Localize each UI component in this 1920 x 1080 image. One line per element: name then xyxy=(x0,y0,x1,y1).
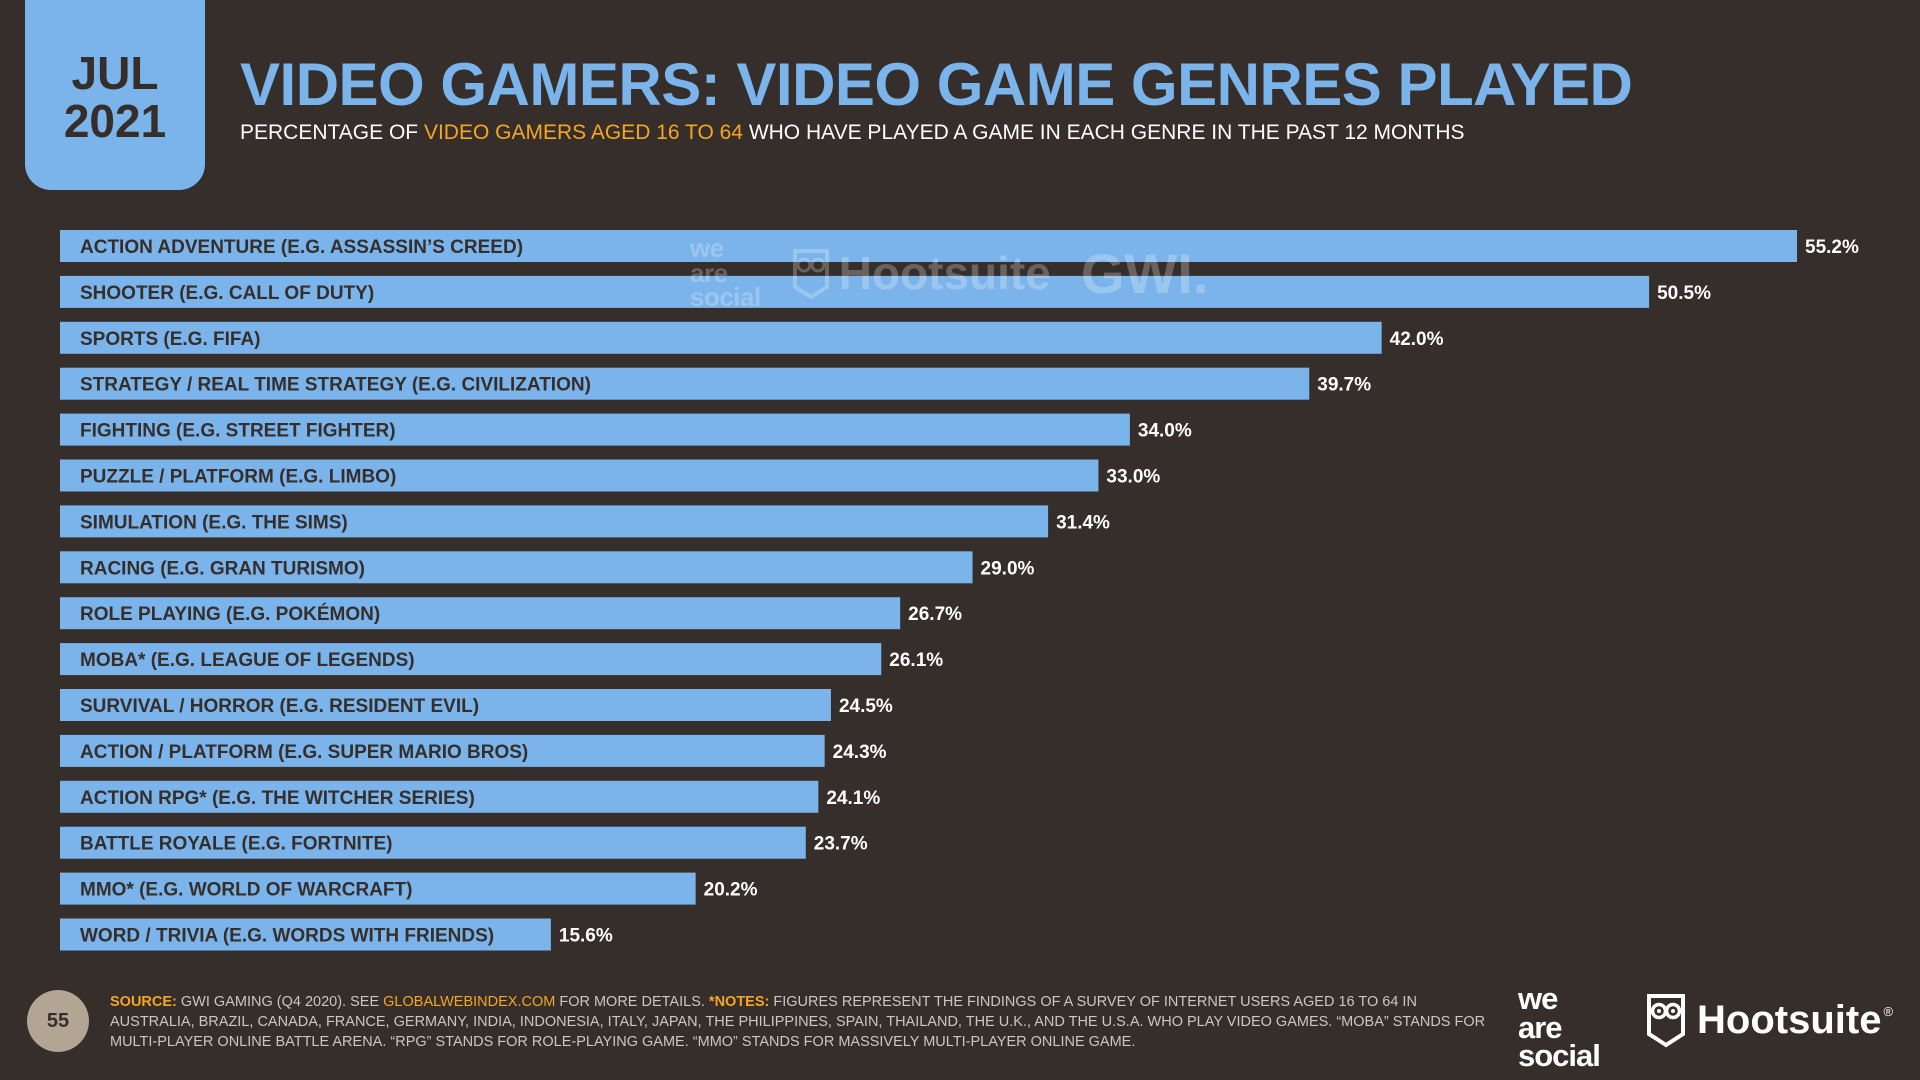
bar xyxy=(60,780,819,813)
bar-category-label: SPORTS (E.G. FIFA) xyxy=(80,329,261,350)
we-are-social-logo: we are social xyxy=(1518,981,1601,1074)
bar-chart: ACTION ADVENTURE (E.G. ASSASSIN’S CREED)… xyxy=(60,230,1859,951)
bar-value-label: 34.0% xyxy=(1138,421,1192,442)
hootsuite-logo: Hootsuite ® xyxy=(1645,992,1893,1048)
bar-value-label: 24.5% xyxy=(839,696,893,717)
source-notes: SOURCE: GWI GAMING (Q4 2020). SEE GLOBAL… xyxy=(110,992,1490,1052)
bar-value-label: 26.1% xyxy=(889,650,943,671)
bar-value-label: 23.7% xyxy=(814,834,868,855)
source-label: SOURCE: xyxy=(110,994,177,1010)
bar xyxy=(60,413,1130,446)
page-title: VIDEO GAMERS: VIDEO GAME GENRES PLAYED xyxy=(240,51,1633,118)
bar xyxy=(60,597,901,630)
source-text: GWI GAMING (Q4 2020). SEE xyxy=(176,994,384,1010)
bar-value-label: 33.0% xyxy=(1106,467,1160,488)
bar xyxy=(60,734,825,767)
bar-category-label: MMO* (E.G. WORLD OF WARCRAFT) xyxy=(80,880,412,901)
logo-was-line: social xyxy=(1518,1038,1601,1074)
bar-category-label: SIMULATION (E.G. THE SIMS) xyxy=(80,512,348,533)
bar-category-label: PUZZLE / PLATFORM (E.G. LIMBO) xyxy=(80,467,396,488)
bar-value-label: 42.0% xyxy=(1390,329,1444,350)
bar xyxy=(60,872,696,905)
bar xyxy=(60,918,551,951)
bar-value-label: 24.1% xyxy=(826,788,880,809)
bar xyxy=(60,275,1650,308)
trademark-symbol: ® xyxy=(1883,1004,1894,1019)
bar-category-label: STRATEGY / REAL TIME STRATEGY (E.G. CIVI… xyxy=(80,375,591,396)
bar-value-label: 24.3% xyxy=(833,742,887,763)
subtitle-post: WHO HAVE PLAYED A GAME IN EACH GENRE IN … xyxy=(742,121,1465,144)
page-number: 55 xyxy=(27,990,89,1052)
bar-category-label: ROLE PLAYING (E.G. POKÉMON) xyxy=(80,603,380,625)
bar-category-label: FIGHTING (E.G. STREET FIGHTER) xyxy=(80,421,396,442)
bar xyxy=(60,551,973,584)
bar-category-label: RACING (E.G. GRAN TURISMO) xyxy=(80,558,365,579)
bar-value-label: 50.5% xyxy=(1657,283,1711,304)
logo-was-line: are xyxy=(1518,1009,1563,1045)
page-subtitle: PERCENTAGE OF VIDEO GAMERS AGED 16 TO 64… xyxy=(240,121,1465,145)
subtitle-pre: PERCENTAGE OF xyxy=(240,121,424,144)
bar-category-label: SHOOTER (E.G. CALL OF DUTY) xyxy=(80,283,374,304)
bar-value-label: 26.7% xyxy=(908,604,962,625)
subtitle-highlight: VIDEO GAMERS AGED 16 TO 64 xyxy=(423,121,743,144)
source-link[interactable]: GLOBALWEBINDEX.COM xyxy=(383,994,556,1010)
hootsuite-logo-text: Hootsuite xyxy=(1697,997,1882,1042)
bar xyxy=(60,505,1049,538)
bar-category-label: ACTION / PLATFORM (E.G. SUPER MARIO BROS… xyxy=(80,742,528,763)
bar-category-label: BATTLE ROYALE (E.G. FORTNITE) xyxy=(80,834,392,855)
logo-was-line: we xyxy=(1518,981,1558,1016)
bar-value-label: 29.0% xyxy=(981,558,1035,579)
bar xyxy=(60,230,1797,262)
badge-month: JUL xyxy=(71,46,159,99)
bar-value-label: 31.4% xyxy=(1056,512,1110,533)
source-text-2: FOR MORE DETAILS. xyxy=(555,994,709,1010)
bar-value-label: 55.2% xyxy=(1805,237,1859,258)
bar xyxy=(60,321,1382,354)
date-badge: JUL 2021 xyxy=(25,0,205,190)
bar xyxy=(60,689,831,721)
bar xyxy=(60,826,806,859)
bar-category-label: WORD / TRIVIA (E.G. WORDS WITH FRIENDS) xyxy=(80,926,494,947)
bar-value-label: 15.6% xyxy=(559,926,613,947)
bar-category-label: ACTION ADVENTURE (E.G. ASSASSIN’S CREED) xyxy=(80,237,523,258)
owl-icon xyxy=(1647,994,1685,1048)
bar xyxy=(60,459,1099,492)
badge-year: 2021 xyxy=(63,94,167,147)
notes-label: *NOTES: xyxy=(708,994,770,1010)
bar-category-label: ACTION RPG* (E.G. THE WITCHER SERIES) xyxy=(80,788,475,809)
bar xyxy=(60,643,882,676)
bar xyxy=(60,367,1310,400)
bar-value-label: 20.2% xyxy=(704,880,758,901)
notes-text: FIGURES REPRESENT THE FINDINGS OF A SURV… xyxy=(110,994,1486,1050)
bar-category-label: SURVIVAL / HORROR (E.G. RESIDENT EVIL) xyxy=(80,696,479,717)
bar-category-label: MOBA* (E.G. LEAGUE OF LEGENDS) xyxy=(80,650,415,671)
bar-value-label: 39.7% xyxy=(1317,375,1371,396)
